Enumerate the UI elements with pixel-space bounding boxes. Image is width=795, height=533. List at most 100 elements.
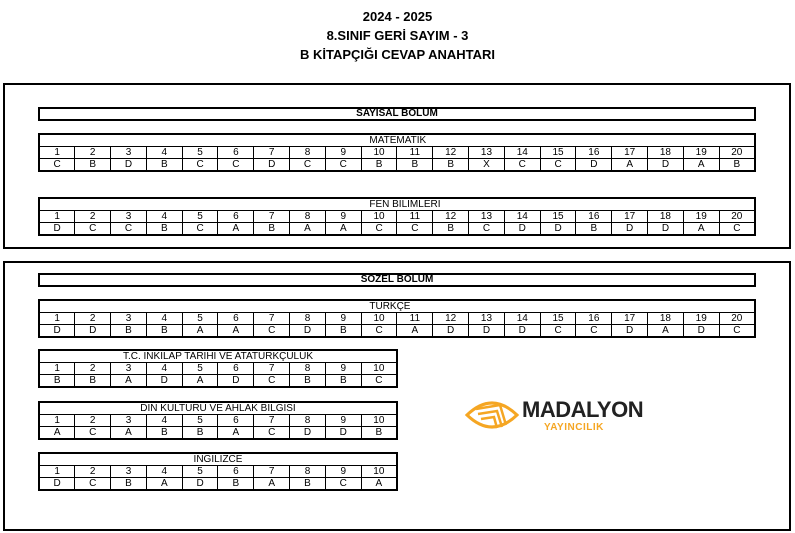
answer-cell: B — [74, 158, 112, 172]
answer-cell: B — [289, 477, 326, 491]
question-number: 6 — [217, 210, 255, 223]
subject-title: T.C. INKILAP TARIHI VE ATATURKÇULUK — [38, 349, 398, 363]
question-number-row: 1 2 3 4 5 6 7 8 9 10 — [38, 414, 398, 427]
answer-cell: C — [718, 222, 756, 236]
subject-title: FEN BILIMLERI — [38, 197, 756, 211]
question-number: 9 — [324, 465, 362, 478]
matematik-answer-table: MATEMATIK 1 2 3 4 5 6 7 8 9 10 11 12 13 14 15 16 17 18 19 20… — [38, 133, 756, 172]
question-number: 14 — [503, 146, 541, 159]
question-number: 3 — [110, 414, 147, 427]
answer-cell: B — [718, 158, 756, 172]
question-number: 3 — [110, 210, 147, 223]
question-number: 10 — [360, 210, 398, 223]
answer-cell: C — [74, 477, 112, 491]
answer-cell: B — [324, 324, 362, 338]
answer-cell: D — [217, 374, 255, 388]
question-number: 4 — [145, 146, 183, 159]
answer-cell: C — [539, 324, 577, 338]
subject-title: DIN KULTURU VE AHLAK BILGISI — [38, 401, 398, 415]
answer-cell: B — [38, 374, 76, 388]
question-number: 7 — [253, 362, 291, 375]
question-number: 20 — [718, 146, 756, 159]
question-number: 5 — [181, 414, 219, 427]
fen-answer-table: FEN BILIMLERI 1 2 3 4 5 6 7 8 9 10 11 12 13 14 15 16 17 18… — [38, 197, 756, 236]
logo-name: MADALYON — [522, 397, 644, 422]
answer-cell: C — [718, 324, 756, 338]
question-number: 8 — [289, 146, 326, 159]
answer-cell: A — [145, 477, 183, 491]
answer-cell: D — [38, 324, 76, 338]
question-number: 20 — [718, 210, 756, 223]
question-number: 16 — [575, 312, 613, 325]
sayisal-section-header: SAYISAL BOLUM — [38, 107, 756, 121]
question-number: 4 — [145, 210, 183, 223]
year-title: 2024 - 2025 — [362, 9, 433, 24]
answer-cell: B — [145, 324, 183, 338]
question-number: 7 — [253, 414, 291, 427]
answer-cell: B — [289, 374, 326, 388]
turkce-answer-table: TURKÇE 1 2 3 4 5 6 7 8 9 10 11 12 13 14 15 16 17 18 19 20 D D B… — [38, 299, 756, 338]
answer-cell: C — [324, 158, 362, 172]
question-number: 9 — [324, 210, 362, 223]
question-number-row: 1 2 3 4 5 6 7 8 9 10 — [38, 362, 398, 375]
din-answer-table: DIN KULTURU VE AHLAK BILGISI 1 2 3 4 5 6 7 8 9 10 A… — [38, 401, 398, 440]
answer-cell: D — [468, 324, 505, 338]
answer-cell: B — [396, 158, 434, 172]
question-number: 10 — [360, 414, 398, 427]
question-number: 4 — [145, 312, 183, 325]
answer-cell: C — [360, 374, 398, 388]
answer-cell: C — [181, 158, 219, 172]
question-number-row: 1 2 3 4 5 6 7 8 9 10 11 12 13 14 15 16 17 18 19 20 — [38, 210, 756, 223]
question-number: 14 — [503, 312, 541, 325]
answer-cell: B — [181, 426, 219, 440]
question-number: 5 — [181, 210, 219, 223]
question-number: 15 — [539, 210, 577, 223]
question-number: 16 — [575, 146, 613, 159]
answer-cell: C — [468, 222, 505, 236]
question-number: 19 — [682, 210, 720, 223]
question-number: 9 — [324, 362, 362, 375]
question-number: 1 — [38, 146, 76, 159]
answer-cell: C — [253, 374, 291, 388]
ingilizce-answer-table: INGILIZCE 1 2 3 4 5 6 7 8 9 10 D C B A D B A B C A — [38, 452, 398, 491]
answer-cell: B — [110, 324, 147, 338]
question-number: 10 — [360, 362, 398, 375]
sozel-section-header: SOZEL BOLUM — [38, 273, 756, 287]
answer-cell: A — [647, 324, 684, 338]
answer-cell: D — [38, 222, 76, 236]
question-number: 8 — [289, 362, 326, 375]
answer-cell: B — [575, 222, 613, 236]
answer-cell: C — [253, 324, 291, 338]
question-number: 17 — [611, 146, 649, 159]
question-number: 13 — [468, 210, 505, 223]
answer-cell: D — [647, 222, 684, 236]
question-number: 9 — [324, 146, 362, 159]
question-number: 1 — [38, 312, 76, 325]
answer-cell: A — [217, 426, 255, 440]
answer-cell: D — [575, 158, 613, 172]
answer-cell: C — [360, 222, 398, 236]
question-number: 17 — [611, 312, 649, 325]
question-number: 7 — [253, 146, 291, 159]
subject-title: MATEMATIK — [38, 133, 756, 147]
answer-cell: A — [360, 477, 398, 491]
answer-cell: B — [145, 426, 183, 440]
answer-cell: C — [38, 158, 76, 172]
sozel-section-box — [3, 261, 791, 531]
answer-cell: C — [575, 324, 613, 338]
question-number: 4 — [145, 465, 183, 478]
question-number-row: 1 2 3 4 5 6 7 8 9 10 11 12 13 14 15 16 17 18 19 20 — [38, 312, 756, 325]
answer-cell: A — [324, 222, 362, 236]
question-number: 18 — [647, 312, 684, 325]
question-number: 8 — [289, 210, 326, 223]
answer-cell: B — [360, 158, 398, 172]
answer-cell: A — [289, 222, 326, 236]
answer-cell: C — [217, 158, 255, 172]
question-number: 6 — [217, 312, 255, 325]
question-number: 1 — [38, 362, 76, 375]
